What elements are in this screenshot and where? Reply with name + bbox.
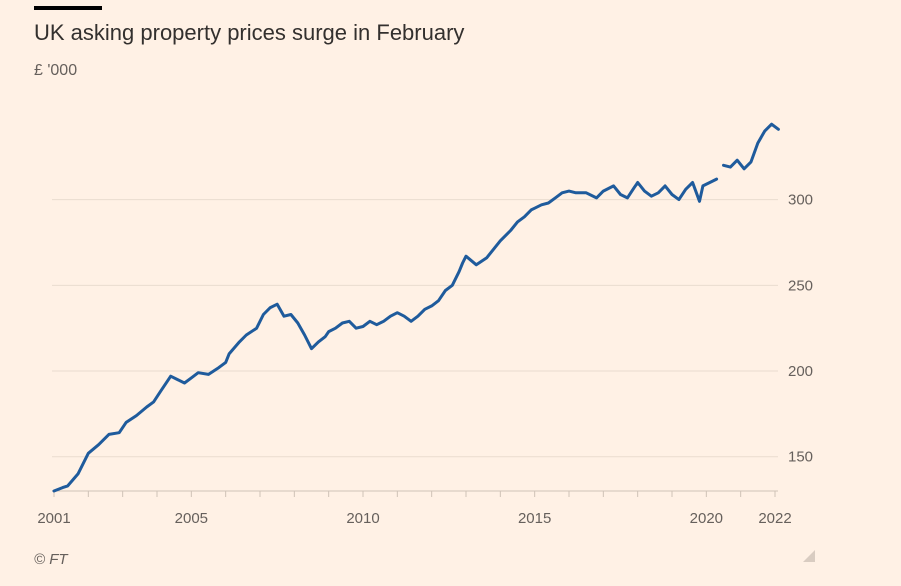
x-tick-label-2022: 2022 (758, 510, 791, 527)
y-axis: 150 200 250 300 (788, 192, 813, 466)
resize-corner-icon (803, 550, 815, 562)
x-axis: 2001 2005 2010 2015 2020 2022 (37, 490, 792, 527)
y-tick-label-200: 200 (788, 363, 813, 380)
y-tick-label-150: 150 (788, 449, 813, 466)
x-tick-label-2005: 2005 (175, 510, 208, 527)
chart-subtitle: £ '000 (34, 62, 78, 79)
title-accent-bar (34, 6, 102, 10)
x-tick-label-2020: 2020 (690, 510, 723, 527)
source-credit: © FT (34, 551, 68, 568)
y-tick-label-300: 300 (788, 192, 813, 209)
x-tick-label-2001: 2001 (37, 510, 70, 527)
series-lines (52, 122, 780, 493)
chart-title: UK asking property prices surge in Febru… (34, 20, 465, 45)
x-tick-label-2015: 2015 (518, 510, 551, 527)
gridlines (52, 199, 778, 458)
x-tick-label-2010: 2010 (346, 510, 379, 527)
series-line-segment-1 (52, 177, 719, 493)
series-line-segment-2 (722, 122, 780, 171)
y-tick-label-250: 250 (788, 277, 813, 294)
